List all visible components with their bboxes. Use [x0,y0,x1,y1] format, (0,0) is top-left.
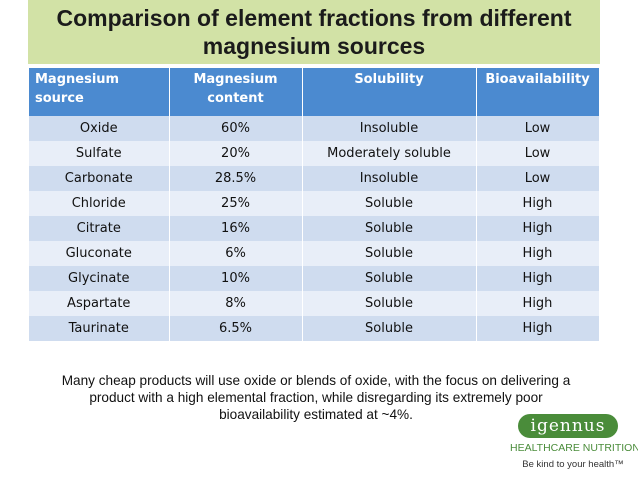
cell-source: Aspartate [29,291,170,316]
cell-solubility: Insoluble [302,166,477,191]
header-solubility: Solubility [302,68,477,116]
header-magnesium-content: Magnesium content [169,68,303,116]
cell-source: Chloride [29,191,170,216]
igennus-logo: igennus HEALTHCARE NUTRITION Be kind to … [510,414,638,476]
cell-content: 25% [169,191,303,216]
table-row: Glycinate 10% Soluble High [29,266,600,291]
cell-solubility: Soluble [302,291,477,316]
cell-solubility: Soluble [302,216,477,241]
cell-bioavailability: Low [476,141,600,166]
cell-bioavailability: High [476,316,600,341]
cell-content: 60% [169,116,303,141]
cell-bioavailability: High [476,216,600,241]
header-magnesium-source: Magnesium source [29,68,170,116]
cell-content: 10% [169,266,303,291]
table-row: Sulfate 20% Moderately soluble Low [29,141,600,166]
cell-source: Carbonate [29,166,170,191]
cell-solubility: Moderately soluble [302,141,477,166]
cell-source: Citrate [29,216,170,241]
table-row: Carbonate 28.5% Insoluble Low [29,166,600,191]
cell-source: Gluconate [29,241,170,266]
cell-content: 28.5% [169,166,303,191]
cell-solubility: Soluble [302,191,477,216]
table-row: Gluconate 6% Soluble High [29,241,600,266]
cell-bioavailability: Low [476,166,600,191]
table-row: Citrate 16% Soluble High [29,216,600,241]
logo-tagline: Be kind to your health™ [522,459,624,470]
cell-solubility: Soluble [302,241,477,266]
cell-content: 16% [169,216,303,241]
cell-solubility: Insoluble [302,116,477,141]
cell-content: 6.5% [169,316,303,341]
logo-wordmark: igennus [518,414,618,438]
page-title: Comparison of element fractions from dif… [56,5,572,59]
cell-content: 20% [169,141,303,166]
table-header-row: Magnesium source Magnesium content Solub… [29,68,600,116]
cell-bioavailability: High [476,191,600,216]
table-row: Oxide 60% Insoluble Low [29,116,600,141]
title-banner: Comparison of element fractions from dif… [28,0,600,64]
cell-source: Sulfate [29,141,170,166]
cell-bioavailability: High [476,241,600,266]
cell-solubility: Soluble [302,266,477,291]
cell-solubility: Soluble [302,316,477,341]
cell-content: 8% [169,291,303,316]
header-bioavailability: Bioavailability [476,68,600,116]
magnesium-table: Magnesium source Magnesium content Solub… [29,68,600,341]
cell-source: Glycinate [29,266,170,291]
footnote-text: Many cheap products will use oxide or bl… [61,373,571,422]
cell-source: Taurinate [29,316,170,341]
table-row: Aspartate 8% Soluble High [29,291,600,316]
table-row: Chloride 25% Soluble High [29,191,600,216]
cell-content: 6% [169,241,303,266]
cell-bioavailability: Low [476,116,600,141]
logo-subtitle: HEALTHCARE NUTRITION [510,442,638,454]
cell-bioavailability: High [476,291,600,316]
cell-source: Oxide [29,116,170,141]
cell-bioavailability: High [476,266,600,291]
table-row: Taurinate 6.5% Soluble High [29,316,600,341]
